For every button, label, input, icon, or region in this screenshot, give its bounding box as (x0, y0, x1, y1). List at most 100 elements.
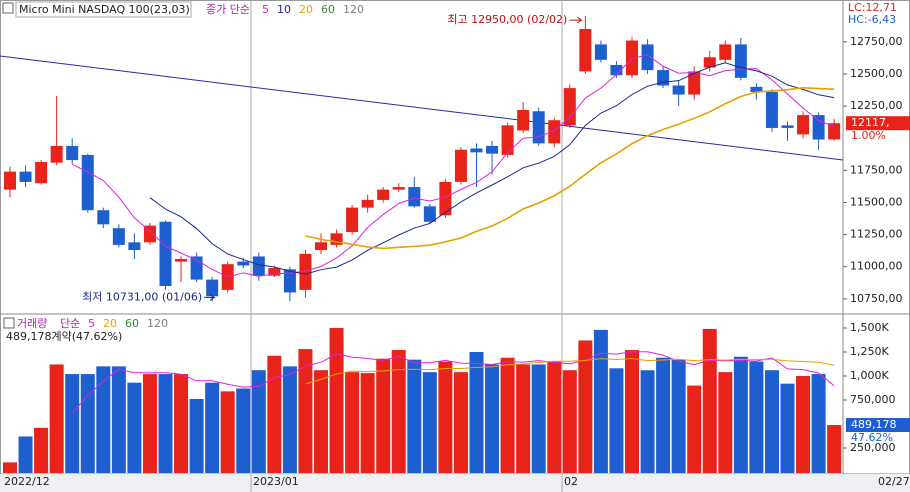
volume-bar (593, 329, 608, 473)
volume-bar (485, 364, 500, 473)
candle-body (159, 221, 172, 287)
volume-bar (391, 350, 406, 473)
volume-bar (469, 351, 484, 473)
volume-bar (251, 370, 266, 473)
volume-bar (578, 340, 593, 473)
candle-body (641, 44, 654, 71)
candle-body (548, 120, 561, 144)
volume-bar (282, 366, 297, 473)
volume-bar (314, 370, 328, 473)
candle-body (486, 145, 499, 154)
lc-label: LC:12,71 (848, 1, 897, 14)
last-volume-label: 489,178 (851, 418, 897, 431)
volume-bar (671, 359, 686, 473)
candle-body (377, 189, 390, 200)
annotation-arrow (204, 294, 216, 301)
volume-bar (65, 374, 80, 473)
volume-ma-period: 5 (88, 317, 95, 330)
volume-summary: 489,178계약(47.62%) (6, 329, 122, 343)
candle-body (828, 123, 841, 140)
volume-bar (376, 358, 391, 473)
volume-bar (749, 361, 764, 473)
volume-bar (18, 436, 33, 473)
volume-bar (407, 359, 422, 473)
y-tick-label: 1,250K (850, 345, 889, 358)
volume-bar (127, 382, 142, 473)
volume-bar (236, 388, 251, 473)
title-box (15, 1, 192, 18)
candle-body (268, 268, 281, 276)
y-tick-label: 11000,00 (850, 260, 903, 273)
candle-body (719, 44, 732, 60)
volume-bar (547, 361, 562, 473)
candle-body (112, 228, 125, 245)
candle-body (501, 125, 514, 155)
y-tick-label: 750,000 (850, 393, 896, 406)
y-tick-label: 11250,00 (850, 228, 903, 241)
y-tick-label: 1,000K (850, 369, 889, 382)
y-tick-label: 250,000 (850, 441, 896, 454)
x-tick-label: 2023/01 (253, 475, 299, 488)
volume-bar (49, 364, 64, 473)
volume-bar (640, 370, 655, 473)
change-label: 1.00% (851, 129, 886, 142)
icon (3, 317, 15, 329)
candle-body (361, 199, 374, 208)
volume-bar (96, 366, 111, 473)
volume-bar (142, 374, 157, 473)
x-tick-label: 02/27 (878, 475, 910, 488)
last-volume-pct: 47.62% (851, 431, 893, 444)
volume-bar (298, 349, 313, 473)
candle-body (579, 28, 592, 72)
candle-body (346, 207, 359, 233)
ma-period: 120 (343, 3, 364, 16)
candle-body (252, 256, 265, 276)
candle-body (672, 85, 685, 95)
candle-body (4, 171, 16, 190)
candle-body (299, 253, 312, 290)
candle-body (750, 86, 763, 92)
candle-body (812, 115, 825, 140)
candle-body (797, 115, 810, 135)
volume-ma-period: 20 (103, 317, 117, 330)
candle-body (175, 259, 188, 262)
volume-bar (360, 373, 375, 473)
last-volume-box (846, 418, 910, 433)
volume-bar (780, 383, 795, 473)
icon (2, 2, 14, 14)
volume-ma-period: 120 (147, 317, 168, 330)
x-tick-label: 2022/12 (4, 475, 50, 488)
candle-body (408, 187, 421, 207)
volume-bar (531, 364, 546, 473)
volume-moving-average (71, 351, 835, 414)
candle-body (35, 161, 48, 184)
volume-bar (438, 361, 453, 473)
volume-bar (609, 368, 624, 473)
volume-bar (500, 357, 515, 473)
x-axis-band (0, 474, 910, 492)
y-tick-label: 11500,00 (850, 195, 903, 208)
y-tick-label: 11750,00 (850, 163, 903, 176)
volume-bar (345, 372, 360, 473)
volume-moving-average (305, 358, 835, 385)
volume-bar (80, 374, 95, 473)
x-tick-label: 02 (564, 475, 578, 488)
ma-period: 5 (262, 3, 269, 16)
volume-bar (189, 399, 204, 473)
candle-body (454, 149, 467, 182)
volume-bar (718, 372, 733, 473)
volume-bar (3, 462, 17, 473)
chart-title: Micro Mini NASDAQ 100(23,03) (19, 3, 190, 16)
last-price-box (846, 116, 910, 131)
candle-body (626, 40, 638, 76)
moving-average (149, 62, 835, 275)
volume-title: 거래량 (17, 317, 47, 330)
last-price-label: 12117, (851, 116, 890, 129)
volume-ma-period: 60 (125, 317, 139, 330)
candle-body (97, 210, 110, 225)
volume-bar (625, 350, 639, 473)
candle-body (734, 44, 747, 78)
volume-bar (267, 355, 282, 473)
